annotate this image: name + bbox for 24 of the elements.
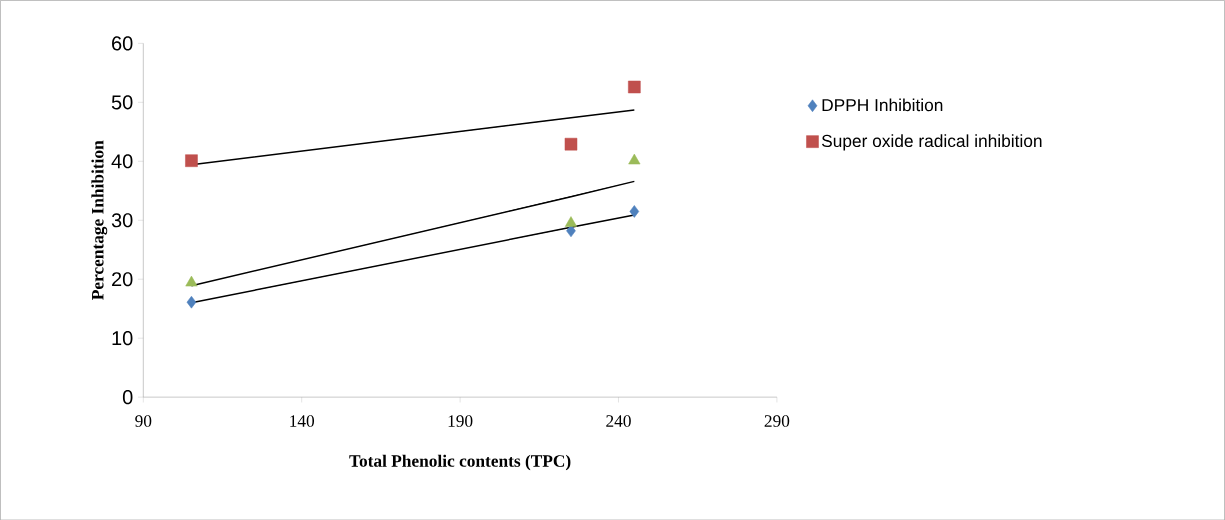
- y-tick-label: 60: [112, 36, 133, 51]
- x-tick-label: 140: [290, 414, 315, 427]
- x-tick-label: 190: [448, 414, 473, 427]
- y-tick-label: 0: [122, 389, 133, 404]
- y-tick-label: 30: [111, 212, 133, 228]
- y-tick-label: 20: [112, 271, 133, 287]
- legend-label: DPPH Inhibition: [822, 98, 943, 111]
- point: [185, 275, 198, 287]
- point: [185, 154, 198, 167]
- y-tick-label: 50: [111, 95, 133, 110]
- point: [628, 80, 641, 94]
- x-tick-label: 90: [135, 414, 152, 427]
- x-tick-label: 290: [764, 414, 790, 427]
- x-tick-label: 240: [606, 414, 631, 427]
- legend-label: Super oxide radical inhibition: [821, 134, 1042, 151]
- point: [564, 216, 578, 227]
- point: [628, 153, 641, 165]
- y-tick-label: 40: [111, 154, 133, 169]
- y-tick-label: 10: [112, 330, 133, 346]
- point: [629, 204, 640, 218]
- point: [564, 137, 578, 151]
- y-axis-title: Percentage Inhibition: [91, 140, 108, 300]
- x-axis-title: Total Phenolic contents (TPC): [349, 454, 571, 471]
- point: [186, 295, 197, 309]
